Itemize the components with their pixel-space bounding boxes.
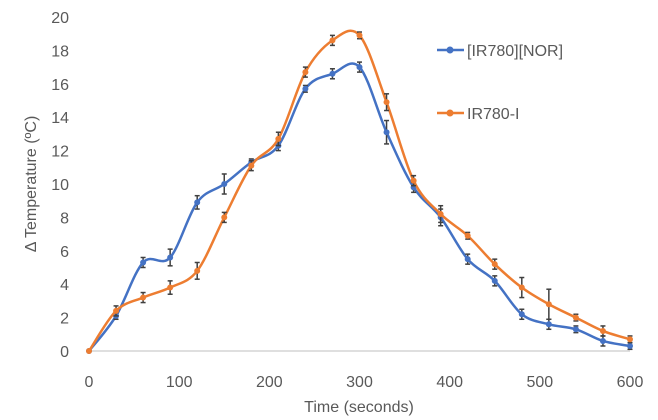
legend-label: [IR780][NOR] — [467, 43, 563, 60]
data-point — [518, 284, 525, 291]
y-tick-label: 2 — [60, 311, 69, 328]
data-point — [599, 337, 606, 344]
data-point — [491, 261, 498, 268]
series-layer — [86, 29, 633, 354]
data-point — [491, 277, 498, 284]
data-point — [356, 32, 363, 39]
data-point — [518, 311, 525, 318]
y-tick-label: 4 — [60, 277, 69, 294]
data-point — [383, 129, 390, 136]
data-point — [302, 85, 309, 92]
data-point — [599, 327, 606, 334]
data-point — [437, 211, 444, 218]
data-point — [329, 70, 336, 77]
y-tick-label: 0 — [60, 344, 69, 361]
data-point — [167, 254, 174, 261]
data-point — [167, 284, 174, 291]
legend-marker — [446, 109, 454, 117]
x-tick-label: 500 — [526, 374, 553, 391]
y-tick-label: 8 — [60, 210, 69, 227]
data-point — [86, 348, 92, 354]
data-point — [356, 64, 363, 71]
y-tick-label: 10 — [51, 177, 69, 194]
legend-item-0: [IR780][NOR] — [437, 43, 563, 60]
y-tick-label: 16 — [51, 77, 69, 94]
legend-item-1: IR780-I — [437, 106, 519, 123]
x-tick-label: 100 — [166, 374, 193, 391]
x-tick-label: 400 — [436, 374, 463, 391]
y-tick-label: 14 — [51, 110, 69, 127]
y-tick-label: 12 — [51, 144, 69, 161]
data-point — [140, 294, 147, 301]
data-point — [194, 267, 201, 274]
data-point — [572, 314, 579, 321]
data-point — [383, 99, 390, 106]
data-point — [410, 177, 417, 184]
data-point — [221, 181, 228, 187]
x-axis-title: Time (seconds) — [304, 399, 414, 416]
series-0 — [86, 61, 633, 354]
legend: [IR780][NOR] IR780-I — [437, 43, 563, 123]
data-point — [194, 199, 201, 206]
data-point — [627, 342, 633, 349]
data-point — [464, 232, 471, 239]
data-point — [221, 214, 228, 221]
data-point — [113, 307, 120, 314]
y-axis-title: Δ Temperature (ºC) — [23, 116, 40, 253]
x-tick-label: 600 — [617, 374, 644, 391]
data-point — [329, 37, 336, 44]
legend-label: IR780-I — [467, 106, 519, 123]
data-point — [545, 301, 552, 308]
data-point — [545, 321, 552, 328]
y-tick-label: 6 — [60, 244, 69, 261]
tick-labels: 0 100 200 300 400 500 600 0 2 4 6 8 10 12 14 16 18 20 — [51, 10, 643, 391]
x-tick-label: 200 — [256, 374, 283, 391]
data-point — [140, 259, 147, 266]
y-tick-label: 20 — [51, 10, 69, 27]
data-point — [572, 326, 579, 333]
data-point — [248, 162, 255, 169]
data-point — [302, 69, 309, 76]
data-point — [464, 256, 471, 263]
data-point — [275, 135, 282, 142]
data-point — [627, 336, 633, 343]
y-tick-label: 18 — [51, 43, 69, 60]
legend-marker — [446, 46, 454, 54]
x-tick-label: 0 — [85, 374, 94, 391]
x-tick-label: 300 — [346, 374, 373, 391]
series-1 — [86, 29, 633, 354]
